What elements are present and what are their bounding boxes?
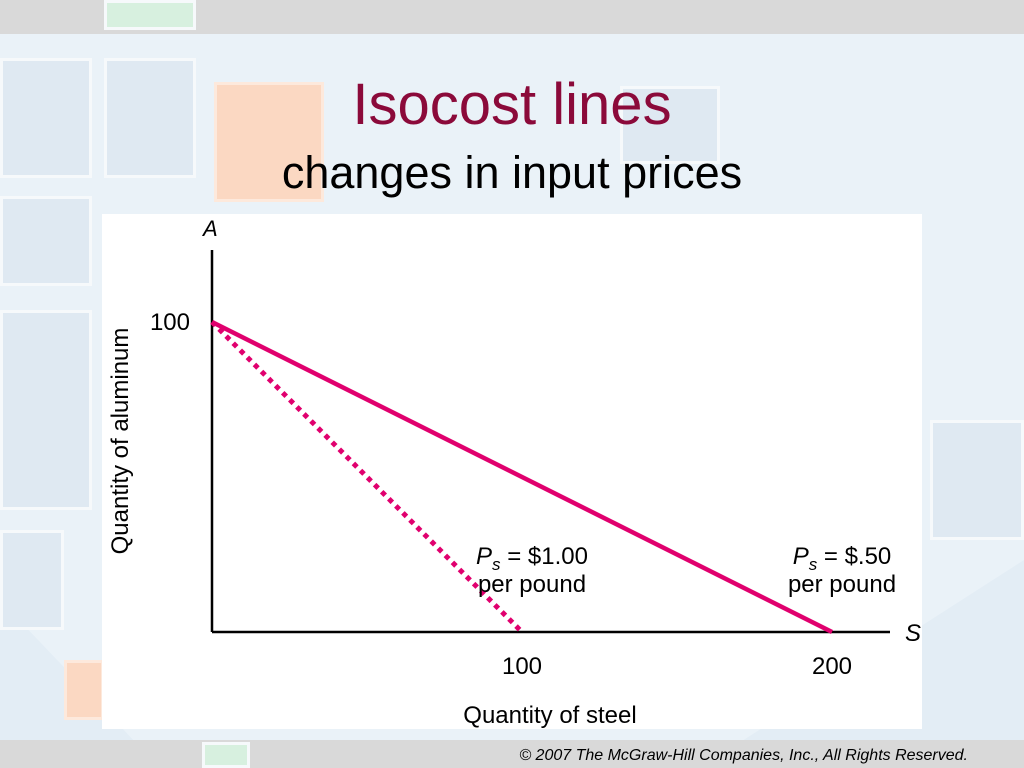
decor-tile <box>104 58 196 178</box>
x-axis-symbol: S <box>905 620 921 647</box>
price-subscript: s <box>809 555 818 574</box>
y-tick-label: 100 <box>150 309 190 336</box>
price-label: Ps = $1.00 <box>476 543 588 574</box>
isocost-chart: A S Quantity of aluminum Quantity of ste… <box>107 216 921 729</box>
price-value: = $.50 <box>817 543 891 570</box>
price-value: = $1.00 <box>501 543 588 570</box>
y-axis-label: Quantity of aluminum <box>107 328 134 555</box>
x-tick-label: 100 <box>502 653 542 680</box>
decor-tile <box>64 660 104 720</box>
decor-tile <box>0 310 92 510</box>
decor-tile <box>0 530 64 630</box>
price-symbol: P <box>793 543 809 570</box>
slide-title: Isocost lines <box>352 72 672 137</box>
decor-tile <box>214 82 324 202</box>
bottom-band <box>0 740 1024 768</box>
decor-tile <box>930 420 1024 540</box>
decor-tile <box>104 0 196 30</box>
slide-subtitle: changes in input prices <box>281 147 743 198</box>
price-unit-label: per pound <box>478 571 586 598</box>
copyright-notice: © 2007 The McGraw-Hill Companies, Inc., … <box>519 747 968 764</box>
x-tick-label: 200 <box>812 653 852 680</box>
isocost-line-solid <box>210 319 834 635</box>
price-label: Ps = $.50 <box>793 543 892 574</box>
chart-panel: A S Quantity of aluminum Quantity of ste… <box>102 214 922 729</box>
decor-tile <box>202 742 250 768</box>
x-axis-label: Quantity of steel <box>463 702 636 729</box>
price-symbol: P <box>476 543 492 570</box>
decor-tile <box>0 58 92 178</box>
price-subscript: s <box>492 555 501 574</box>
price-unit-label: per pound <box>788 571 896 598</box>
decor-tile <box>620 86 720 164</box>
isocost-line-dotted <box>210 320 524 634</box>
y-axis-symbol: A <box>201 216 218 241</box>
decor-tile <box>0 196 92 286</box>
